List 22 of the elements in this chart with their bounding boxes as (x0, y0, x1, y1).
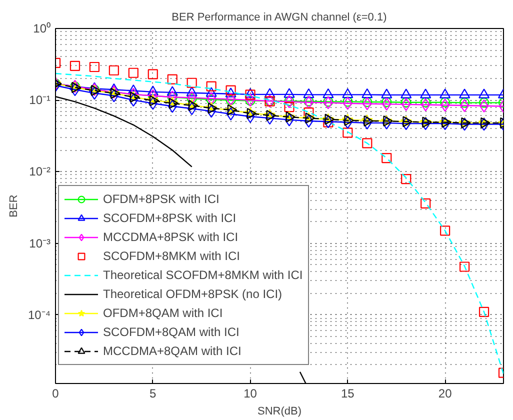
chart-title: BER Performance in AWGN channel (ε=0.1) (172, 12, 387, 24)
legend-label: Theoretical SCOFDM+8MKM with ICI (103, 267, 303, 283)
x-tick-label: 15 (341, 386, 355, 400)
x-tick-label: 20 (438, 386, 452, 400)
x-axis-title: SNR(dB) (257, 406, 302, 418)
legend-label: MCCDMA+8QAM with ICI (103, 343, 242, 359)
y-tick-label: 10⁻² (29, 164, 51, 179)
legend-label: Theoretical OFDM+8PSK (no ICI) (103, 286, 282, 302)
legend-label: SCOFDM+8PSK with ICI (103, 210, 236, 226)
legend-label: SCOFDM+8MKM with ICI (103, 248, 240, 264)
legend-label: OFDM+8PSK with ICI (103, 191, 220, 207)
y-tick-label: 10⁰ (33, 22, 51, 36)
x-tick-label: 10 (244, 386, 258, 400)
y-tick-label: 10⁻⁴ (28, 308, 51, 322)
x-tick-label: 0 (52, 386, 60, 400)
legend-label: SCOFDM+8QAM with ICI (103, 324, 240, 340)
y-tick-label: 10⁻¹ (29, 93, 51, 108)
y-tick-label: 10⁻³ (29, 236, 51, 250)
x-tick-label: 5 (150, 386, 157, 400)
y-axis-title: BER (8, 194, 20, 218)
legend-label: MCCDMA+8PSK with ICI (103, 229, 238, 245)
legend-label: OFDM+8QAM with ICI (103, 305, 223, 321)
